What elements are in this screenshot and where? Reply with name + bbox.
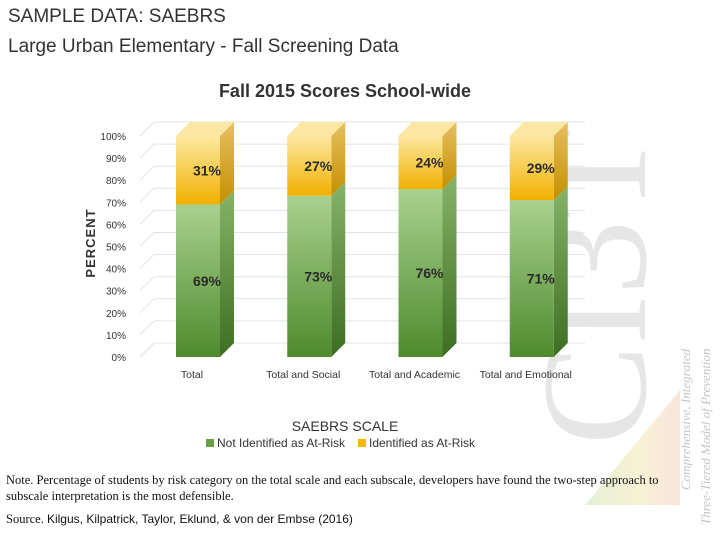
bar-top-cap	[398, 122, 457, 136]
bar-identified	[176, 136, 220, 205]
bar-identified	[398, 136, 443, 190]
plot-area: 0% 10% 20% 30% 40% 50% 60% 70% 80% 90% 100% 69% 31% T…	[100, 121, 585, 381]
bar-side-not-identified	[442, 175, 457, 357]
bar-not-identified	[287, 195, 332, 357]
bar-side-identified	[442, 122, 457, 190]
y-tick-label: 20%	[106, 309, 126, 320]
data-label-identified: 29%	[527, 160, 556, 176]
watermark-triangle	[585, 390, 680, 505]
x-tick-label: Total	[181, 369, 203, 381]
legend-label: Identified as At-Risk	[369, 436, 476, 450]
data-label-not-identified: 71%	[527, 271, 556, 287]
y-tick-label: 70%	[106, 198, 126, 209]
y-tick-label: 10%	[106, 331, 126, 342]
page-heading: SAMPLE DATA: SAEBRS	[8, 6, 226, 27]
bar-identified	[509, 136, 554, 201]
data-label-identified: 27%	[304, 158, 333, 174]
y-tick-label: 80%	[106, 176, 126, 187]
data-label-not-identified: 76%	[415, 265, 444, 281]
y-tick-label: 0%	[112, 353, 127, 364]
chart-legend: Not Identified as At-Risk Identified as A…	[206, 436, 476, 450]
note-text: Note. Percentage of students by risk cat…	[6, 473, 659, 503]
x-axis-label: SAEBRS SCALE	[292, 418, 399, 434]
y-tick-label: 30%	[106, 287, 126, 298]
y-tick-label: 100%	[100, 132, 126, 143]
source-citation: Source. Kilgus, Kilpatrick, Taylor, Eklu…	[6, 512, 353, 527]
bar-top-cap	[509, 122, 568, 136]
chart-title: Fall 2015 Scores School-wide	[219, 81, 471, 101]
bar-not-identified	[398, 189, 443, 357]
data-label-not-identified: 73%	[304, 268, 333, 284]
x-tick-label: Total and Academic	[369, 369, 460, 381]
bar-side-identified	[553, 122, 568, 201]
bar-side-identified	[331, 122, 346, 196]
watermark-line1: Comprehensive, Integrated	[678, 348, 693, 490]
bar-side-not-identified	[331, 181, 346, 357]
y-tick-label: 50%	[106, 243, 126, 254]
y-tick-label: 90%	[106, 154, 126, 165]
bar-not-identified	[176, 204, 220, 357]
x-tick-label: Total and Social	[266, 369, 340, 381]
data-label-identified: 31%	[193, 162, 222, 178]
legend-swatch	[358, 439, 366, 447]
data-label-identified: 24%	[415, 155, 444, 171]
page-subheading: Large Urban Elementary - Fall Screening …	[8, 36, 399, 57]
data-label-not-identified: 69%	[193, 273, 222, 289]
bar-identified	[287, 136, 332, 196]
stacked-bar-chart: Fall 2015 Scores School-wide PERCENT SAE…	[83, 81, 585, 450]
bar-top-cap	[176, 122, 234, 136]
y-tick-label: 40%	[106, 265, 126, 276]
watermark-line2: Three-Tiered Model of Prevention	[698, 348, 713, 525]
y-axis-label: PERCENT	[83, 208, 98, 277]
source-authors: Kilgus, Kilpatrick, Taylor, Eklund, & vo…	[46, 512, 353, 526]
legend-swatch	[206, 439, 214, 447]
legend-label: Not Identified as At-Risk	[217, 436, 346, 450]
y-tick-label: 60%	[106, 220, 126, 231]
source-label: Source.	[6, 512, 47, 526]
bar-not-identified	[509, 200, 554, 357]
x-tick-label: Total and Emotional	[480, 369, 572, 381]
bar-top-cap	[287, 122, 346, 136]
bar-side-not-identified	[553, 186, 568, 357]
bar-side-not-identified	[220, 190, 234, 357]
bar-side-identified	[220, 122, 234, 205]
